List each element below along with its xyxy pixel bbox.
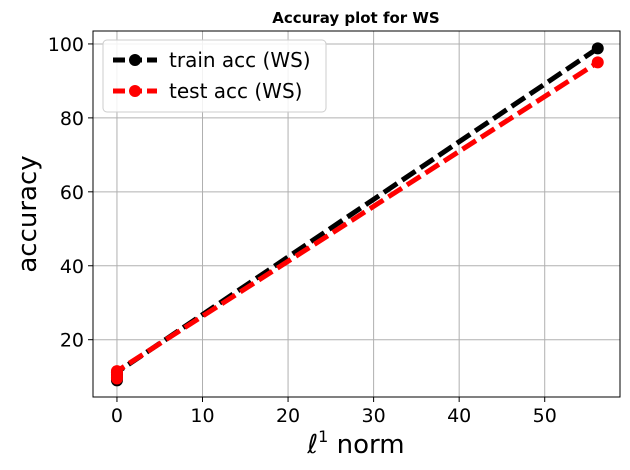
y-axis-label: accuracy	[13, 155, 43, 272]
legend-label-train: train acc (WS)	[169, 48, 311, 72]
legend-marker-train	[129, 54, 141, 66]
x-axis-label: ℓ1 norm	[306, 427, 404, 460]
plot-frame	[92, 30, 621, 398]
x-tick-label-2: 20	[276, 405, 300, 427]
y-tick-label-3: 80	[60, 108, 84, 130]
x-axis-label-superscript: 1	[318, 427, 328, 446]
y-ticks: 20 40 60 80 100	[48, 34, 93, 352]
legend: train acc (WS) test acc (WS)	[102, 39, 327, 113]
series-lines	[110, 42, 604, 387]
series-1-point-4	[591, 56, 604, 69]
x-tick-label-3: 30	[362, 405, 386, 427]
x-tick-label-0: 0	[111, 405, 123, 427]
y-tick-label-1: 40	[60, 256, 84, 278]
chart-title: Accuray plot for WS	[272, 9, 440, 27]
x-tick-label-5: 50	[533, 405, 557, 427]
legend-marker-test	[129, 85, 141, 97]
x-ticks: 0 10 20 30 40 50	[111, 397, 557, 427]
series-0-point-4	[591, 42, 604, 55]
y-tick-label-4: 100	[48, 34, 84, 56]
y-tick-label-0: 20	[60, 330, 84, 352]
series-1-point-3	[110, 365, 123, 378]
legend-label-test: test acc (WS)	[169, 79, 302, 103]
x-axis-label-text: norm	[328, 430, 404, 460]
x-tick-label-4: 40	[447, 405, 471, 427]
legend-box	[102, 39, 327, 113]
x-axis-label-symbol: ℓ	[306, 430, 318, 460]
y-tick-label-2: 60	[60, 182, 84, 204]
x-tick-label-1: 10	[190, 405, 214, 427]
